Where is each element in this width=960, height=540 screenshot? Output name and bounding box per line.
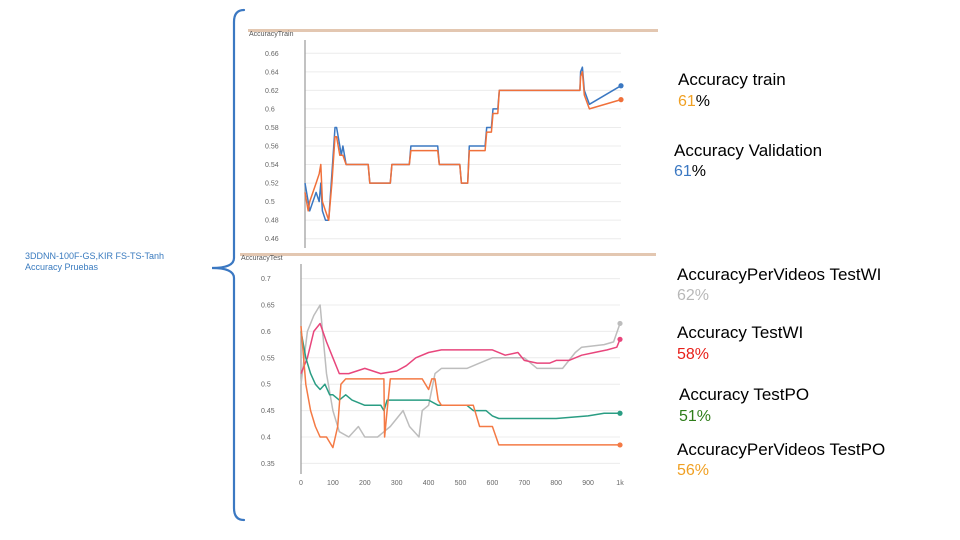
- test-x-tick-label: 500: [455, 480, 467, 487]
- test-x-tick-label: 300: [391, 480, 403, 487]
- train-y-tick-label: 0.58: [265, 125, 279, 132]
- legend-accuracy-testpo-value: 51%: [679, 408, 712, 425]
- legend-pervideos-testpo-value: 56%: [677, 462, 710, 479]
- legend-accuracy-train-value: 61%: [678, 93, 711, 110]
- test-series-line-3: [300, 326, 620, 449]
- train-series-endpoint-1: [618, 97, 624, 103]
- train-panel-topbar: [248, 29, 658, 32]
- test-series-endpoint-1: [617, 336, 623, 342]
- curly-brace: [211, 8, 246, 522]
- train-y-tick-label: 0.5: [265, 199, 275, 206]
- experiment-label-line2: Accuracy Pruebas: [25, 262, 99, 272]
- legend-accuracy-train-name: Accuracy train: [678, 70, 786, 89]
- train-y-tick-label: 0.46: [265, 236, 279, 243]
- test-x-tick-label: 400: [423, 480, 435, 487]
- test-chart-title: AccuracyTest: [241, 255, 283, 262]
- train-series-endpoint-0: [618, 83, 624, 89]
- test-x-tick-label: 0: [299, 480, 303, 487]
- legend-accuracy-testwi-name: Accuracy TestWI: [677, 323, 804, 342]
- train-y-tick-label: 0.6: [265, 106, 275, 113]
- test-series-line-2: [300, 331, 620, 420]
- train-y-tick-label: 0.64: [265, 69, 279, 76]
- legend-pervideos-testwi-name: AccuracyPerVideos TestWI: [677, 265, 882, 284]
- test-x-tick-label: 800: [550, 480, 562, 487]
- legend-pervideos-testwi-value: 62%: [677, 287, 710, 304]
- test-series-line-0: [300, 304, 621, 438]
- test-x-tick-label: 200: [359, 480, 371, 487]
- legend-accuracy-testwi-value: 58%: [677, 346, 710, 363]
- test-y-tick-label: 0.6: [261, 329, 271, 336]
- experiment-label-line1: 3DDNN-100F-GS,KIR FS-TS-Tanh: [25, 251, 165, 261]
- test-panel-topbar: [240, 253, 656, 256]
- test-y-tick-label: 0.65: [261, 302, 275, 309]
- test-x-tick-label: 900: [582, 480, 594, 487]
- train-chart-title: AccuracyTrain: [249, 31, 294, 38]
- test-x-tick-label: 1k: [616, 480, 624, 487]
- train-y-tick-label: 0.48: [265, 218, 279, 225]
- test-x-tick-label: 100: [327, 480, 339, 487]
- test-x-tick-label: 600: [487, 480, 499, 487]
- test-y-tick-label: 0.7: [261, 276, 271, 283]
- test-y-tick-label: 0.4: [261, 435, 271, 442]
- legend-accuracy-validation-value: 61%: [674, 163, 707, 180]
- train-y-tick-label: 0.56: [265, 144, 279, 151]
- test-y-tick-label: 0.35: [261, 461, 275, 468]
- test-y-tick-label: 0.55: [261, 355, 275, 362]
- train-accuracy-chart: 0.46 0.48 0.5 0.52 0.54 0.56 0.58 0.6 0.62 0.64 0.…: [265, 40, 624, 248]
- test-x-tick-label: 700: [518, 480, 530, 487]
- test-y-tick-label: 0.45: [261, 408, 275, 415]
- test-series-endpoint-0: [617, 320, 623, 327]
- test-series-endpoint-2: [617, 410, 623, 416]
- test-series-endpoint-3: [617, 442, 623, 448]
- legend-accuracy-testpo-name: Accuracy TestPO: [679, 385, 810, 404]
- legend-accuracy-validation-name: Accuracy Validation: [674, 141, 823, 160]
- train-y-tick-label: 0.66: [265, 51, 279, 58]
- train-series-line-1: [304, 71, 622, 221]
- test-accuracy-chart: 0.35 0.4 0.45 0.5 0.55 0.6 0.65 0.7 0 100 200 300 40…: [261, 264, 624, 487]
- train-y-tick-label: 0.62: [265, 88, 279, 95]
- legend-pervideos-testpo-name: AccuracyPerVideos TestPO: [677, 440, 886, 459]
- test-series-line-1: [300, 322, 621, 375]
- train-y-tick-label: 0.54: [265, 162, 279, 169]
- test-y-tick-label: 0.5: [261, 382, 271, 389]
- train-y-tick-label: 0.52: [265, 181, 279, 188]
